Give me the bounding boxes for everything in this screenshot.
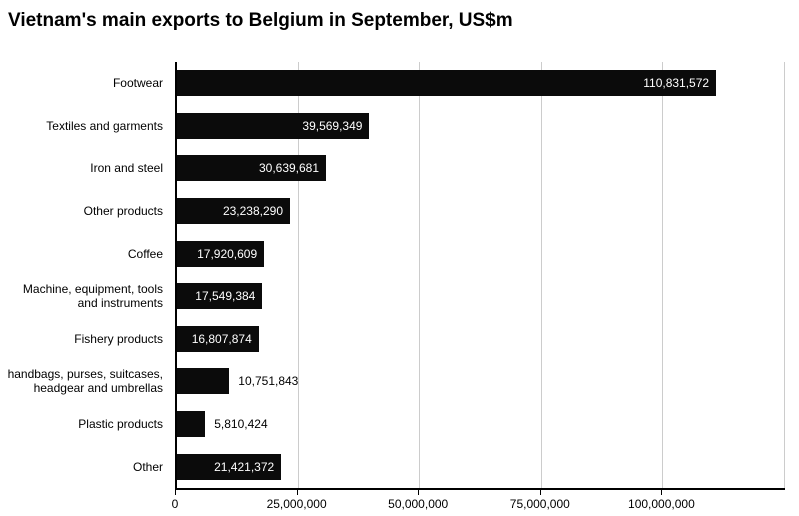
bar-track: 23,238,290: [177, 198, 785, 225]
bar-track: 21,421,372: [177, 453, 785, 480]
bar-track: 30,639,681: [177, 155, 785, 182]
bar: [177, 198, 291, 225]
bar-row: Footwear 110,831,572: [0, 62, 785, 105]
value-label: 23,238,290: [222, 204, 284, 219]
gridline: [540, 62, 542, 488]
gridline: [784, 62, 785, 488]
category-label: Iron and steel: [90, 161, 163, 176]
x-axis-tick: [661, 490, 663, 495]
category-label: handbags, purses, suitcases, headgear an…: [7, 367, 163, 396]
x-axis-tick-label: 50,000,000: [388, 497, 449, 511]
bar-track: 5,810,424: [177, 411, 785, 438]
bar-row: Other products 23,238,290: [0, 190, 785, 233]
plot-area: [175, 62, 785, 490]
bar: [177, 453, 282, 480]
x-axis-tick: [539, 490, 541, 495]
category-label: Plastic products: [78, 416, 163, 431]
value-label: 17,549,384: [195, 289, 256, 304]
value-label: 110,831,572: [643, 76, 710, 91]
bar: [177, 240, 265, 267]
category-label: Other: [132, 459, 163, 474]
bar-row: Iron and steel 30,639,681: [0, 147, 785, 190]
bar: [177, 70, 717, 97]
bar: [177, 112, 370, 139]
value-label: 30,639,681: [258, 161, 320, 176]
value-label: 21,421,372: [214, 459, 275, 474]
x-axis-tick-label: 100,000,000: [628, 497, 695, 511]
category-label: Textiles and garments: [46, 118, 163, 133]
gridline: [419, 62, 421, 488]
bar: [177, 325, 259, 352]
bar-track: 110,831,572: [177, 70, 785, 97]
category-label: Fishery products: [74, 331, 163, 346]
bar-row: Plastic products 5,810,424: [0, 403, 785, 446]
bar-rows: Footwear 110,831,572 Textiles and garments…: [0, 62, 785, 488]
value-label: 39,569,349: [302, 118, 363, 133]
value-label: 16,807,874: [191, 331, 252, 346]
bar-row: Other 21,421,372: [0, 445, 785, 488]
category-label: Other products: [83, 204, 163, 218]
value-label: 5,810,424: [214, 417, 268, 432]
value-label: 17,920,609: [197, 246, 258, 261]
gridline: [662, 62, 664, 488]
x-axis-tick: [296, 490, 298, 495]
gridline: [297, 62, 299, 488]
x-axis-tick: [175, 490, 176, 495]
x-axis-tick-label: 25,000,000: [266, 497, 327, 511]
bar: [177, 368, 230, 395]
category-label: Machine, equipment, tools and instrument…: [22, 282, 163, 311]
bar-track: 39,569,349: [177, 112, 785, 139]
bar-row: Coffee 17,920,609: [0, 232, 785, 275]
bar-track: 10,751,843: [177, 368, 785, 395]
bar-track: 17,920,609: [177, 240, 785, 267]
bar: [177, 283, 263, 310]
x-axis-tick-label: 75,000,000: [509, 497, 570, 511]
chart-title: Vietnam's main exports to Belgium in Sep…: [8, 10, 513, 31]
category-label: Coffee: [127, 246, 163, 261]
bar: [177, 155, 327, 182]
value-label: 10,751,843: [238, 374, 299, 389]
bar: [177, 411, 206, 438]
bar-row: Machine, equipment, tools and instrument…: [0, 275, 785, 318]
bar-track: 17,549,384: [177, 283, 785, 310]
category-label: Footwear: [112, 76, 163, 91]
bar-row: handbags, purses, suitcases, headgear an…: [0, 360, 785, 403]
bar-row: Fishery products 16,807,874: [0, 318, 785, 361]
x-axis-tick-label: 0: [171, 497, 179, 511]
bar-track: 16,807,874: [177, 325, 785, 352]
bar-row: Textiles and garments 39,569,349: [0, 105, 785, 148]
x-axis-tick: [418, 490, 420, 495]
